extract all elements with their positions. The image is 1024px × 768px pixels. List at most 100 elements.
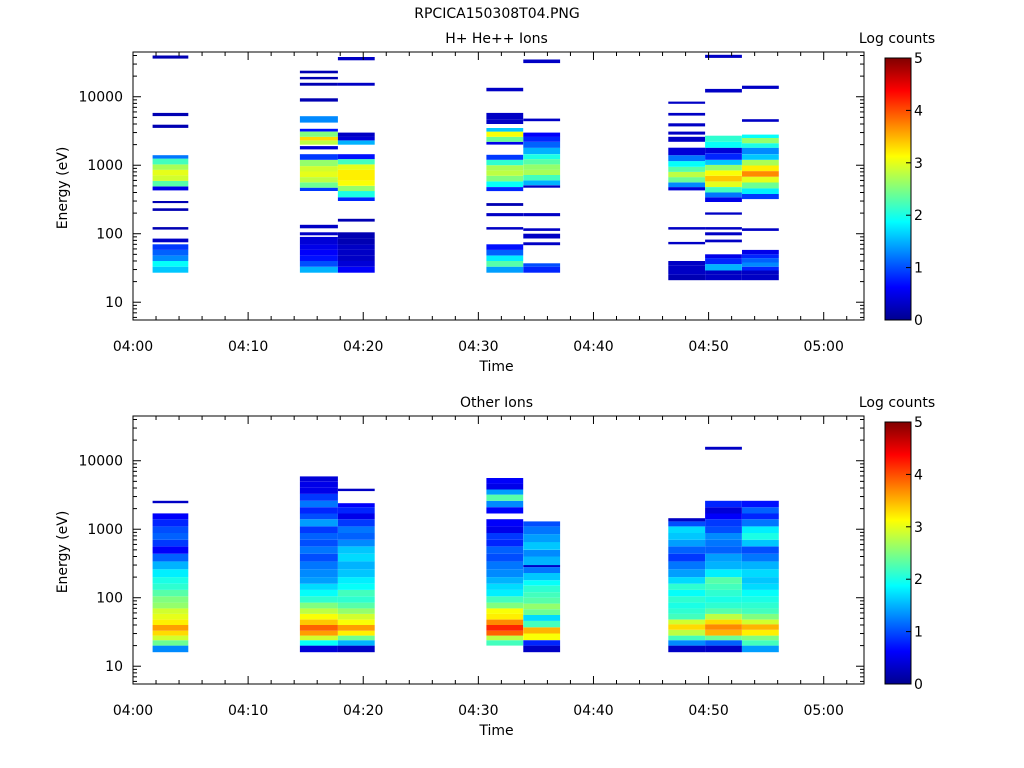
spectrogram-cell [705, 602, 742, 609]
spectrogram-cell [742, 159, 779, 166]
spectrogram-cell [299, 244, 338, 250]
spectrogram-cell [337, 503, 375, 508]
spectrogram-cell [337, 635, 375, 641]
spectrogram-cell [337, 180, 375, 186]
spectrogram-cell [337, 640, 375, 646]
figure-title: RPCICA150308T04.PNG [414, 6, 579, 22]
spectrogram-cell [337, 513, 375, 520]
spectrogram-cell [668, 624, 706, 630]
spectrogram-cell [523, 164, 561, 170]
spectrogram-cell [486, 602, 524, 609]
spectrogram-cell [299, 640, 338, 646]
y-axis: 10 100 1000 10000 Energy (eV) [55, 419, 864, 682]
spectrogram-cell [486, 112, 524, 120]
spectrogram-cell [486, 187, 524, 192]
spectrogram-cell [486, 266, 524, 273]
spectrogram-cell [668, 553, 706, 562]
spectrogram-cell [152, 640, 189, 646]
spectrogram-cell [523, 534, 561, 543]
spectrogram-cell [337, 82, 375, 86]
y-tick-label: 10000 [78, 90, 123, 106]
spectrogram-cell [152, 201, 189, 204]
spectrogram-cell [523, 242, 561, 246]
spectrogram-cell [742, 553, 779, 562]
spectrogram-cell [742, 589, 779, 597]
spectrogram-cell [299, 159, 338, 167]
spectrogram-cell [668, 608, 706, 614]
colorbar-ramp [884, 57, 912, 321]
spectrogram-cell [337, 608, 375, 614]
colorbar-tick-label: 2 [914, 572, 923, 588]
spectrogram-cell [523, 136, 561, 142]
spectrogram-cell [742, 507, 779, 514]
spectrogram-cell [742, 188, 779, 194]
spectrogram-cell [152, 180, 189, 187]
spectrogram-cell [486, 165, 524, 171]
spectrogram-cell [742, 640, 779, 646]
spectrogram-cell [742, 500, 779, 508]
spectrogram-cell [523, 597, 561, 604]
spectrogram-cell [668, 265, 706, 271]
spectrogram-cell [668, 640, 706, 646]
spectrogram-cell [299, 266, 338, 273]
spectrogram-cell [152, 158, 189, 165]
colorbar-tick-label: 0 [914, 313, 923, 329]
spectrogram-cell [337, 197, 375, 201]
spectrogram-cell [299, 255, 338, 261]
spectrogram-cell [299, 131, 338, 137]
spectrogram-cell [668, 241, 706, 245]
spectrogram-cell [668, 177, 706, 183]
spectrogram-cell [337, 136, 375, 141]
spectrogram-cell [152, 513, 189, 520]
spectrogram-cell [486, 561, 524, 570]
spectrogram-cell [705, 54, 742, 58]
spectrogram-cell [299, 140, 338, 145]
spectrogram-cell [337, 533, 375, 540]
spectrogram-cell [523, 132, 561, 137]
spectrogram-cell [299, 539, 338, 547]
spectrogram-cell [299, 232, 338, 236]
spectrogram-cell [705, 175, 742, 182]
spectrogram-cell [523, 640, 561, 646]
spectrogram-cell [742, 602, 779, 609]
colorbar-tick-label: 4 [914, 467, 923, 483]
spectrogram-cell [299, 561, 338, 570]
colorbar-tick-label: 5 [914, 415, 923, 431]
spectrogram-cell [337, 589, 375, 597]
spectrogram-cell [486, 489, 524, 495]
spectrogram-cell [337, 255, 375, 261]
spectrogram-cell [523, 580, 561, 586]
spectrogram-cell [705, 561, 742, 570]
spectrogram-cell [523, 263, 561, 267]
spectrogram-cell [337, 539, 375, 547]
spectrogram-cell [486, 483, 524, 490]
spectrogram-cell [705, 640, 742, 646]
spectrogram-cell [705, 181, 742, 187]
spectrogram-cell [486, 136, 524, 142]
x-tick-label: 04:30 [458, 339, 498, 355]
spectrogram-cell [705, 232, 742, 236]
spectrogram-cell [705, 513, 742, 520]
spectrogram-cell [152, 112, 189, 117]
colorbar-tick-label: 2 [914, 208, 923, 224]
spectrogram-cell [523, 185, 561, 188]
colorbar-tick-label: 4 [914, 103, 923, 119]
spectrogram-cell [705, 624, 742, 630]
spectrogram-cell [337, 569, 375, 578]
x-tick-label: 04:20 [343, 703, 383, 719]
spectrogram-cell [742, 85, 779, 89]
spectrogram-cell [523, 609, 561, 615]
spectrogram-cell [668, 577, 706, 584]
spectrogram-cell [152, 539, 189, 547]
spectrogram-cell [337, 244, 375, 250]
spectrogram-cell [668, 619, 706, 625]
spectrogram-cell [742, 176, 779, 183]
spectrogram-cell [668, 539, 706, 547]
spectrogram-cell [299, 577, 338, 584]
spectrogram-cell [299, 613, 338, 620]
spectrogram-cell [742, 228, 779, 231]
spectrogram-cell [337, 175, 375, 181]
y-tick-label: 10000 [78, 454, 123, 470]
spectrogram-cell [668, 526, 706, 533]
